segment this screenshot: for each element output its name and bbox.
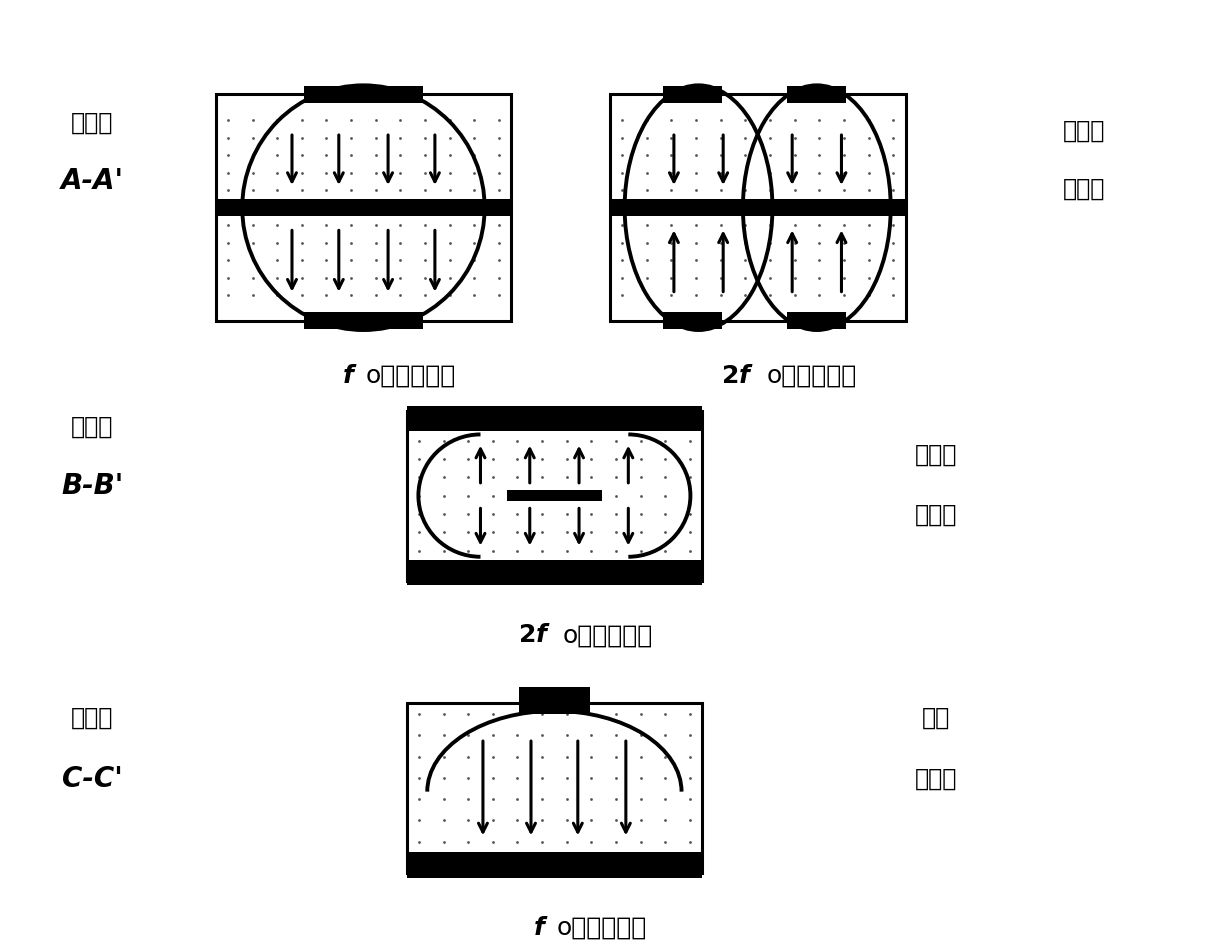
Bar [407,406,702,431]
Text: f: f [342,363,354,388]
Text: o的电场分布: o的电场分布 [766,363,856,388]
Bar [787,312,846,329]
Text: f: f [533,916,545,940]
Bar [610,199,906,216]
Text: A-A': A-A' [60,167,124,195]
Bar [787,86,846,103]
Bar [407,411,702,581]
Bar [407,703,702,873]
Bar [304,86,423,103]
Text: o的电场分布: o的电场分布 [563,623,653,648]
Bar [216,199,511,216]
Text: 中间层: 中间层 [1063,118,1105,143]
Text: f: f [739,363,750,388]
Text: 参考面: 参考面 [71,110,113,135]
Text: 参考面: 参考面 [71,705,113,730]
Bar [663,86,722,103]
Bar [519,687,590,714]
Bar [663,312,722,329]
Text: o的电场分布: o的电场分布 [557,916,647,940]
Text: f: f [536,623,547,648]
Bar [407,852,702,878]
Text: 中间层: 中间层 [915,443,957,467]
Text: 2: 2 [519,623,536,648]
Text: B-B': B-B' [62,472,123,500]
Bar [216,94,511,321]
Bar [508,491,601,500]
Text: C-C': C-C' [62,765,123,793]
Text: 信号线: 信号线 [915,502,957,527]
Bar [304,312,423,329]
Text: 地平面: 地平面 [1063,177,1105,201]
Bar [407,560,702,585]
Text: 参考面: 参考面 [71,414,113,439]
Text: o的电场分布: o的电场分布 [366,363,456,388]
Bar [610,94,906,321]
Text: 信号线: 信号线 [915,767,957,791]
Text: 顶层: 顶层 [923,705,950,730]
Text: 2: 2 [722,363,739,388]
